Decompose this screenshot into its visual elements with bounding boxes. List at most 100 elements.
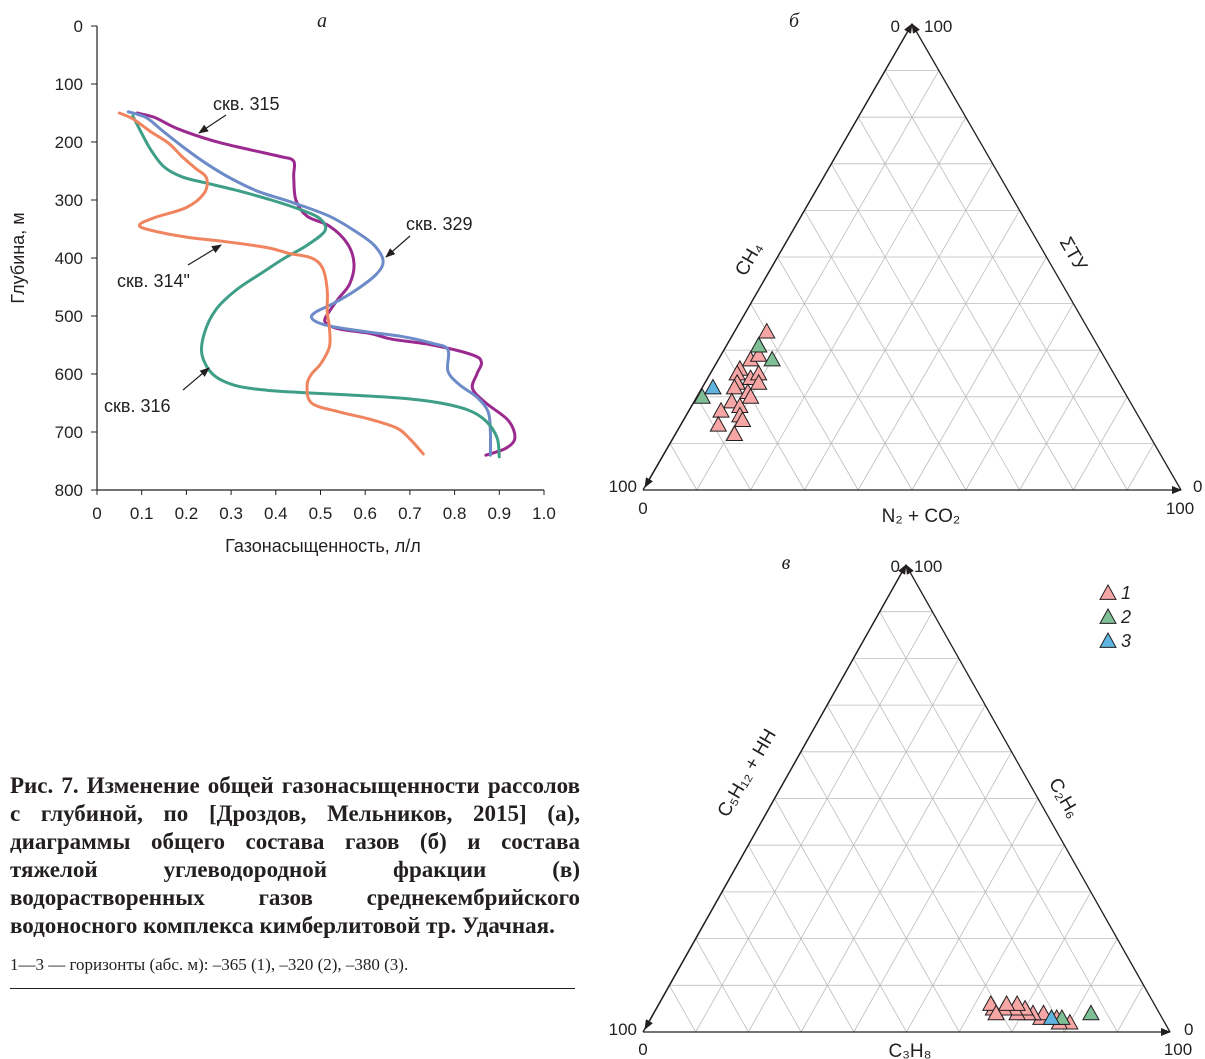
grid-line bbox=[1064, 938, 1118, 1033]
triangle-marker-2 bbox=[1082, 1004, 1100, 1021]
annotation-label: скв. 314" bbox=[117, 271, 190, 291]
corner-label-right-0: 0 bbox=[1193, 477, 1202, 496]
x-tick-label: 0.1 bbox=[130, 504, 154, 523]
panel-label-a: а bbox=[317, 10, 327, 32]
x-tick-label: 0 bbox=[92, 504, 101, 523]
ternary-grid-b bbox=[669, 70, 1155, 491]
caption-divider bbox=[10, 988, 575, 989]
y-tick-label: 300 bbox=[55, 191, 83, 210]
annotation-skv-315: скв. 315 bbox=[198, 94, 279, 134]
ternary-right-edge bbox=[911, 23, 1182, 491]
x-tick-label: 0.3 bbox=[219, 504, 243, 523]
x-tick-label: 0.7 bbox=[398, 504, 422, 523]
series-line-3 bbox=[131, 114, 501, 459]
grid-line bbox=[695, 938, 749, 1033]
grid-line bbox=[800, 704, 986, 1033]
grid-line bbox=[965, 303, 1074, 491]
grid-line bbox=[879, 611, 1118, 1033]
grid-line bbox=[804, 163, 994, 491]
corner-label-top-100: 100 bbox=[924, 17, 952, 36]
corner-label-left-0: 0 bbox=[638, 1040, 647, 1059]
grid-line bbox=[906, 798, 1039, 1033]
triangle-marker-1 bbox=[725, 425, 744, 441]
grid-line bbox=[721, 891, 802, 1033]
caption-title: Рис. 7. Изменение общей газонасыщенности… bbox=[10, 773, 580, 938]
grid-line bbox=[695, 611, 933, 1033]
panel-label-v: в bbox=[782, 552, 791, 574]
depth-profile-lines bbox=[117, 110, 517, 459]
triangle-marker-1 bbox=[987, 1004, 1005, 1021]
ternary-frame-v bbox=[642, 564, 1171, 1036]
depth-profile-chart: 0 0.1 0.2 0.3 0.4 0.5 0.6 0.7 0.8 0.9 1.0 0 100 200 30… bbox=[8, 10, 556, 556]
grid-line bbox=[1019, 350, 1101, 491]
x-tick-label: 1.0 bbox=[532, 504, 556, 523]
ternary-gas-composition: б 0 100 100 0 0 100 CH₄ ΣТУ N₂ + CO₂ bbox=[609, 10, 1203, 527]
triangle-marker-1 bbox=[725, 378, 744, 395]
series-line-1 bbox=[135, 111, 517, 457]
annotation-label: скв. 316 bbox=[104, 396, 170, 416]
grid-line bbox=[830, 163, 1020, 491]
triangle-marker-1 bbox=[712, 401, 730, 418]
x-tick-label: 0.8 bbox=[443, 504, 467, 523]
y-tick-label: 800 bbox=[55, 481, 83, 500]
y-tick-label: 200 bbox=[55, 133, 83, 152]
annotation-arrow bbox=[182, 367, 210, 391]
x-tick-label: 0.6 bbox=[353, 504, 377, 523]
grid-line bbox=[1073, 396, 1128, 491]
annotation-skv-316: скв. 316 bbox=[104, 367, 210, 416]
ternary-hydrocarbon-composition: в 0 100 100 0 0 100 C₅H₁₂ + HH C₂H₆ C₃H₈… bbox=[609, 552, 1194, 1059]
annotation-arrow bbox=[385, 235, 411, 258]
axis-label-ch4: CH₄ bbox=[731, 239, 767, 280]
grid-line bbox=[669, 443, 698, 491]
grid-line bbox=[696, 70, 940, 491]
legend-marker-2 bbox=[1099, 607, 1117, 624]
series-line-4 bbox=[117, 111, 425, 456]
grid-line bbox=[826, 704, 1013, 1033]
triangle-marker-1 bbox=[741, 387, 760, 404]
depth-profile-axes bbox=[96, 26, 544, 491]
legend-marker-3 bbox=[1099, 631, 1117, 648]
annotation-label: скв. 315 bbox=[213, 94, 279, 114]
series-line-2 bbox=[126, 110, 493, 457]
x-tick-label: 0.5 bbox=[309, 504, 333, 523]
y-tick-label: 500 bbox=[55, 307, 83, 326]
triangle-marker-1 bbox=[749, 345, 768, 362]
corner-label-left-100: 100 bbox=[609, 477, 637, 496]
axis-label-n2-co2: N₂ + CO₂ bbox=[882, 506, 961, 527]
annotation-arrow bbox=[187, 244, 222, 266]
legend-marker-1 bbox=[1099, 583, 1117, 600]
legend-label-3: 3 bbox=[1121, 631, 1131, 651]
legend-label-1: 1 bbox=[1121, 583, 1131, 603]
annotation-skv-314: скв. 314" bbox=[117, 244, 222, 291]
grid-line bbox=[774, 798, 907, 1033]
triangle-marker-3 bbox=[1042, 1008, 1061, 1025]
grid-line bbox=[958, 845, 1065, 1033]
y-tick-label: 600 bbox=[55, 365, 83, 384]
annotation-arrow bbox=[198, 114, 227, 134]
x-tick-label: 0.2 bbox=[175, 504, 199, 523]
corner-label-top-100: 100 bbox=[914, 557, 942, 576]
panel-label-b: б bbox=[789, 10, 800, 32]
depth-profile-ticks: 0 0.1 0.2 0.3 0.4 0.5 0.6 0.7 0.8 0.9 1.0 0 100 200 30… bbox=[55, 17, 556, 523]
grid-line bbox=[696, 396, 751, 491]
triangle-marker-2 bbox=[693, 387, 712, 404]
triangle-marker-1 bbox=[997, 994, 1016, 1011]
grid-line bbox=[884, 70, 1128, 491]
axis-label-sum-tu: ΣТУ bbox=[1055, 234, 1091, 276]
grid-line bbox=[777, 256, 913, 491]
ternary-right-edge bbox=[905, 564, 1171, 1033]
triangle-marker-1 bbox=[757, 322, 776, 339]
annotation-label: скв. 329 bbox=[406, 214, 472, 234]
x-axis-label: Газонасыщенность, л/л bbox=[225, 536, 421, 556]
triangle-marker-2 bbox=[763, 350, 781, 367]
triangle-marker-3 bbox=[704, 378, 722, 395]
grid-line bbox=[668, 985, 697, 1033]
legend: 1 2 3 bbox=[1099, 583, 1131, 651]
triangle-marker-1 bbox=[722, 392, 741, 409]
figure-caption: Рис. 7. Изменение общей газонасыщенности… bbox=[10, 772, 580, 989]
grid-line bbox=[1126, 443, 1155, 491]
corner-label-right-100: 100 bbox=[1166, 499, 1194, 518]
y-tick-label: 700 bbox=[55, 423, 83, 442]
caption-legend: 1—3 — горизонты (абс. м): –365 (1), –320… bbox=[10, 955, 409, 974]
